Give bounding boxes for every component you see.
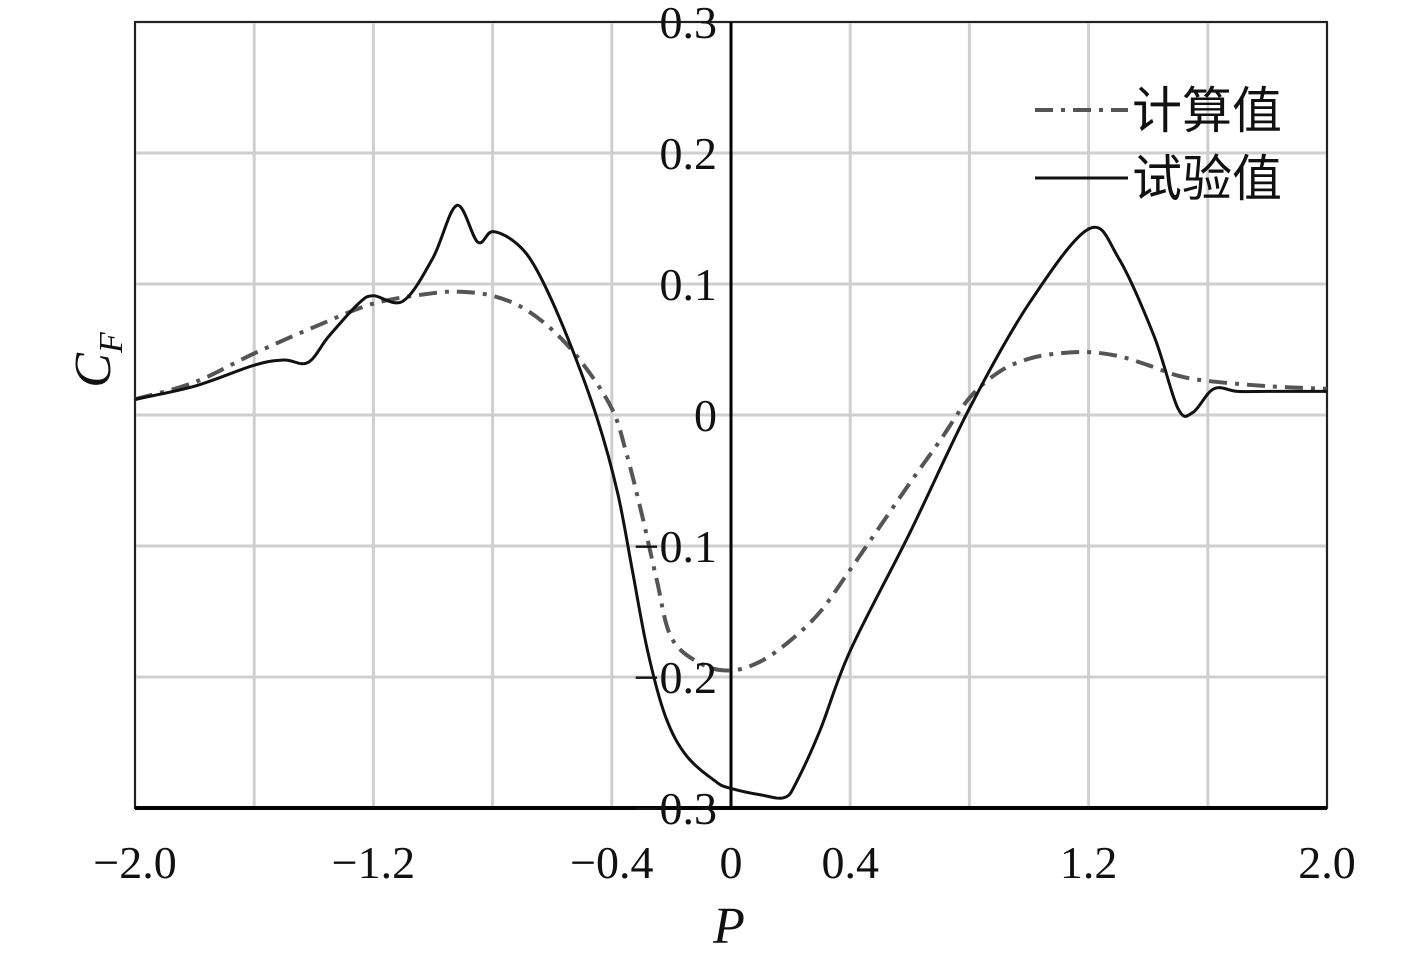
series-line-calculated [134,289,1328,673]
svg-text:CF: CF [65,331,130,388]
x-tick-label-0: −2.0 [93,837,176,888]
legend: 计算值 试验值 [1035,82,1282,208]
x-tick-label-1: −1.2 [332,837,415,888]
x-axis-title: P [712,898,745,951]
legend-label-calculated: 计算值 [1132,82,1282,140]
series-line-experimental [134,203,1327,800]
y-tick-label-2: 0.1 [660,259,718,310]
y-axis-title-main: C [65,352,122,388]
series-lines [134,203,1328,800]
y-tick-label-1: 0.2 [660,128,718,179]
y-tick-label-0: 0.3 [660,0,718,48]
y-tick-label-4: −0.1 [634,521,717,572]
axes [134,21,1328,810]
tick-labels: −2.0 −1.2 −0.4 0 0.4 1.2 2.0 0.3 0.2 0.1 0 −0.1 −0.2… [93,0,1355,888]
y-tick-label-5: −0.2 [634,652,717,703]
x-tick-label-3: 0 [720,837,743,888]
x-tick-label-4: 0.4 [821,837,879,888]
y-axis-title: CF [65,331,130,388]
x-tick-label-2: −0.4 [570,837,653,888]
x-tick-label-6: 2.0 [1298,837,1356,888]
legend-label-experimental: 试验值 [1132,150,1282,208]
y-tick-label-3: 0 [694,390,717,441]
y-tick-label-6: −0.3 [634,783,717,834]
x-tick-label-5: 1.2 [1060,837,1118,888]
y-axis-title-subscript: F [93,331,130,354]
